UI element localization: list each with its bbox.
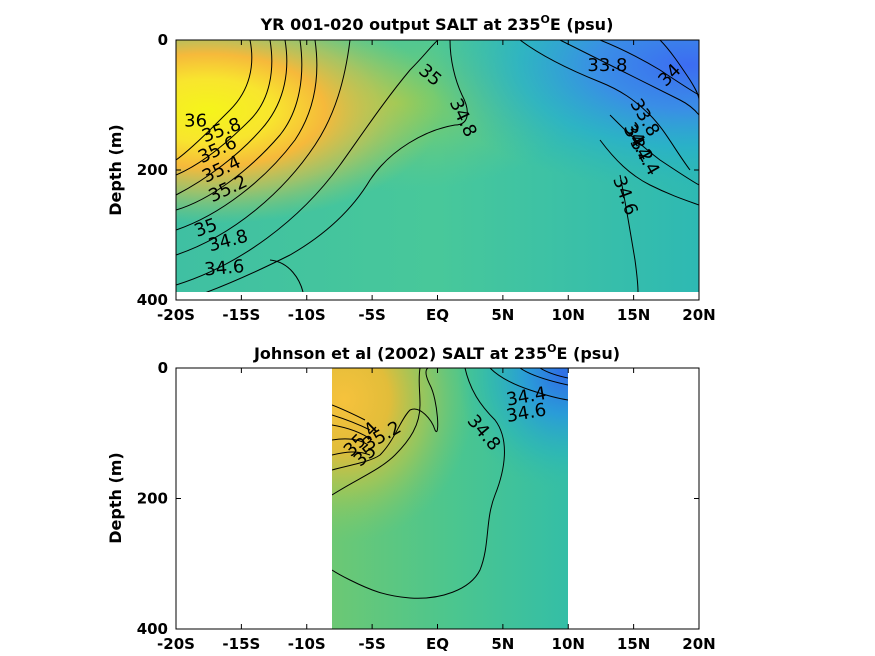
- top-x-tick-label: -20S: [157, 306, 195, 324]
- top-salinity-field: [176, 40, 699, 292]
- bottom-y-tick-label: 0: [158, 359, 168, 377]
- top-x-tick-label: -10S: [288, 306, 326, 324]
- bottom-x-tick-label: -10S: [288, 635, 326, 653]
- top-x-tick-label: 5N: [491, 306, 514, 324]
- bottom-x-tick-label: -5S: [358, 635, 385, 653]
- top-contours: [176, 40, 699, 292]
- top-contour-label: 34.6: [203, 256, 245, 280]
- bottom-x-tick-label: 5N: [491, 635, 514, 653]
- top-x-tick-label: -5S: [358, 306, 385, 324]
- top-x-tick-label: -15S: [222, 306, 260, 324]
- top-x-tick-label: EQ: [426, 306, 449, 324]
- bottom-x-tick-label: -20S: [157, 635, 195, 653]
- bottom-panel-title: Johnson et al (2002) SALT at 235OE (psu): [253, 342, 620, 363]
- bottom-x-ticks: -20S -15S -10S -5S EQ 5N 10N 15N 20N: [157, 368, 716, 653]
- top-contour-label: 36: [184, 110, 207, 131]
- top-contour-label: 33.8: [587, 55, 627, 76]
- top-x-tick-label: 20N: [682, 306, 715, 324]
- bottom-x-tick-label: EQ: [426, 635, 449, 653]
- top-y-ticks: 0 200 400: [137, 31, 699, 309]
- bottom-y-axis-label: Depth (m): [106, 452, 125, 544]
- top-x-ticks: -20S -15S -10S -5S EQ 5N 10N 15N 20N: [157, 40, 716, 324]
- bottom-panel: Johnson et al (2002) SALT at 235OE (psu)…: [106, 342, 716, 653]
- top-x-tick-label: 10N: [552, 306, 585, 324]
- bottom-salinity-field: [332, 368, 568, 629]
- bottom-contours: [332, 368, 568, 599]
- bottom-y-tick-label: 400: [137, 620, 168, 638]
- bottom-y-tick-label: 200: [137, 490, 168, 508]
- bottom-x-tick-label: 10N: [552, 635, 585, 653]
- top-panel: YR 001-020 output SALT at 235OE (psu): [106, 13, 716, 324]
- bottom-x-tick-label: 15N: [617, 635, 650, 653]
- bottom-y-ticks: 0 200 400: [137, 359, 699, 638]
- bottom-x-tick-label: 20N: [682, 635, 715, 653]
- top-panel-title: YR 001-020 output SALT at 235OE (psu): [260, 13, 614, 34]
- bottom-x-tick-label: -15S: [222, 635, 260, 653]
- top-x-tick-label: 15N: [617, 306, 650, 324]
- top-y-tick-label: 0: [158, 31, 168, 49]
- top-y-tick-label: 400: [137, 291, 168, 309]
- top-y-axis-label: Depth (m): [106, 124, 125, 216]
- top-y-tick-label: 200: [137, 161, 168, 179]
